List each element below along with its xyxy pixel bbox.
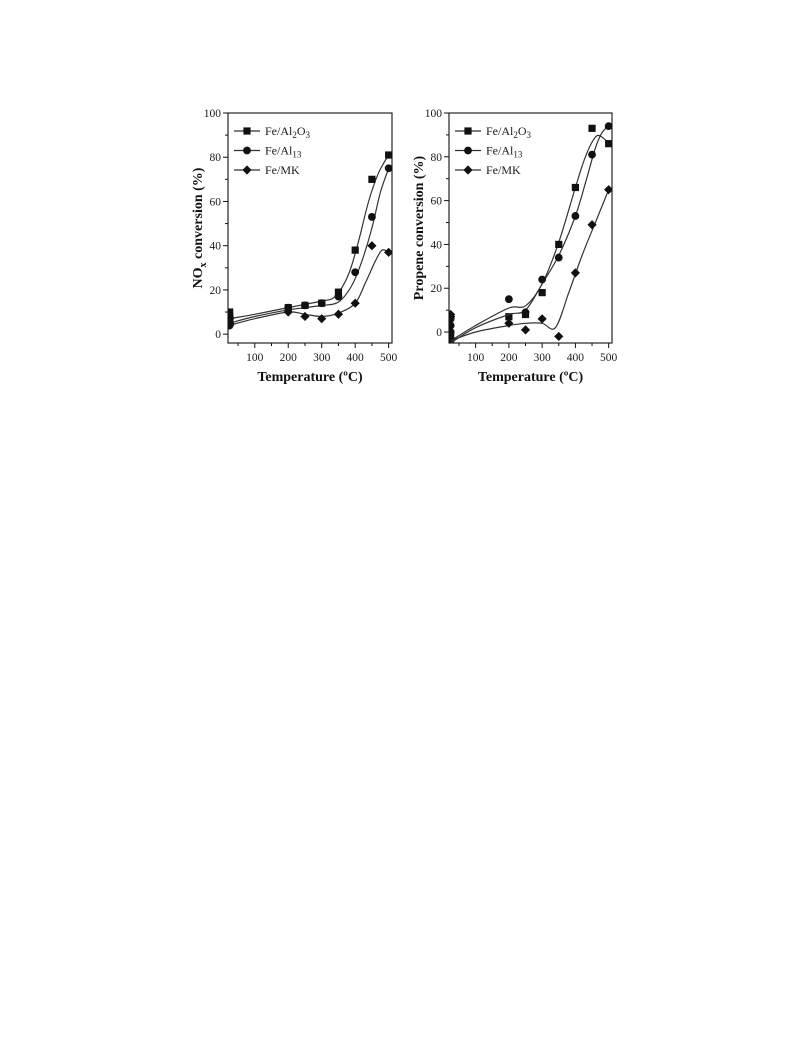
x-tick-label: 500 [600, 352, 618, 364]
y-tick-label: 100 [425, 108, 443, 120]
y-tick-label: 80 [431, 152, 443, 164]
y-tick-label: 20 [431, 283, 443, 295]
propene-conversion-chart: 0 20 40 60 80 100 100 200 300 400 500 Temperature (… [412, 108, 618, 385]
legend-marker-square [464, 127, 472, 135]
data-point-circle [384, 164, 392, 173]
data-point-diamond [520, 325, 531, 335]
data-point-circle [351, 268, 360, 277]
x-tick-label: 400 [347, 352, 365, 364]
x-tick-label: 200 [500, 352, 518, 364]
legend-label: Fe/Al13​ [486, 144, 523, 160]
data-point-circle [538, 275, 547, 284]
series-line-diamond [450, 189, 610, 342]
data-point-circle [368, 213, 376, 221]
data-point-square [334, 288, 343, 296]
y-tick-label: 60 [210, 196, 222, 208]
data-point-diamond [317, 314, 327, 324]
data-point-diamond [283, 307, 293, 317]
data-point-diamond [449, 312, 456, 322]
y-tick-label: 40 [431, 239, 443, 251]
data-point-square [385, 151, 392, 159]
x-tick-label: 300 [534, 352, 552, 364]
data-point-diamond [504, 318, 514, 328]
plot-area [449, 122, 612, 343]
y-tick-label: 0 [215, 329, 221, 341]
y-tick-label: 40 [210, 241, 222, 253]
y-tick-label: 100 [204, 108, 222, 120]
plot-frame [448, 112, 613, 344]
data-point-square [571, 183, 580, 192]
legend-label: Fe/MK [265, 163, 300, 177]
x-tick-label: 300 [313, 352, 331, 364]
data-point-diamond [554, 331, 564, 342]
x-axis-label: Temperature (ºC) [257, 370, 363, 385]
data-point-diamond [228, 320, 235, 330]
y-tick-label: 0 [436, 327, 442, 339]
data-point-circle [571, 212, 580, 220]
x-tick-label: 100 [467, 352, 485, 364]
data-point-circle [449, 328, 455, 336]
data-point-circle [554, 253, 563, 262]
nox-conversion-chart: 0 20 40 60 80 100 100 200 300 400 500 Temperature (… [191, 108, 398, 385]
legend-marker-circle [464, 146, 472, 155]
data-point-diamond [604, 185, 612, 195]
legend-label: Fe/Al2​O3​ [265, 124, 311, 140]
x-tick-label: 200 [280, 352, 298, 364]
data-point-circle [604, 122, 612, 131]
data-point-square [351, 246, 359, 254]
data-point-square [368, 175, 376, 183]
data-point-square [449, 332, 455, 341]
x-tick-label: 500 [380, 352, 398, 364]
data-point-diamond [384, 247, 392, 257]
data-point-circle [317, 299, 326, 308]
legend-marker-square [243, 127, 251, 135]
plot-frame [227, 112, 393, 344]
legend-marker-diamond [463, 165, 473, 175]
x-tick-label: 400 [567, 352, 585, 364]
data-point-circle [504, 295, 513, 304]
data-point-circle [449, 321, 455, 330]
data-point-square [505, 313, 513, 321]
plot-area [228, 151, 392, 330]
series-line-circle [229, 168, 390, 324]
data-point-square [228, 308, 234, 316]
data-point-square [555, 240, 563, 249]
data-point-square [605, 140, 612, 148]
y-tick-label: 80 [210, 152, 222, 164]
data-point-circle [521, 308, 530, 317]
data-point-circle [334, 292, 343, 301]
data-point-square [538, 289, 546, 297]
data-point-diamond [333, 309, 344, 319]
legend-label: Fe/Al2​O3​ [486, 124, 532, 140]
data-point-diamond [537, 314, 547, 324]
data-point-square [588, 124, 596, 132]
data-point-diamond [367, 241, 377, 251]
legend-marker-circle [243, 146, 251, 155]
x-tick-label: 100 [246, 352, 264, 364]
series-line-square [450, 134, 610, 342]
legend-label: Fe/Al13​ [265, 144, 302, 160]
y-axis-label: NOx conversion (%) [191, 167, 209, 288]
y-tick-label: 20 [210, 285, 222, 297]
data-point-diamond [350, 298, 360, 308]
data-point-diamond [570, 268, 581, 278]
data-point-diamond [587, 220, 597, 230]
data-point-circle [301, 301, 309, 310]
legend-marker-diamond [242, 165, 252, 175]
series-line-square [229, 154, 390, 320]
legend-label: Fe/MK [486, 163, 521, 177]
data-point-circle [588, 150, 596, 159]
x-axis-label: Temperature (ºC) [478, 370, 584, 385]
data-point-diamond [300, 311, 310, 322]
y-axis-label: Propene conversion (%) [412, 155, 427, 300]
y-tick-label: 60 [431, 196, 443, 208]
